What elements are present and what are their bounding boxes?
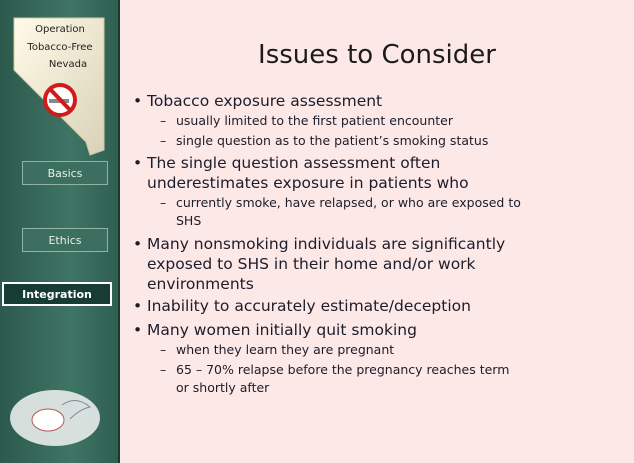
sidebar-art — [10, 17, 105, 446]
sub-bullet-text: usually limited to the first patient enc… — [176, 113, 454, 128]
bullet-marker: • — [133, 235, 143, 253]
sub-marker: – — [160, 133, 167, 148]
bullet-marker: • — [133, 297, 143, 315]
bullet-marker: • — [133, 321, 143, 339]
bullet-marker: • — [133, 92, 143, 110]
bullet-marker: • — [133, 154, 143, 172]
slide-title: Issues to Consider — [258, 40, 496, 70]
logo-text: Operation — [35, 24, 85, 35]
baby — [31, 408, 65, 432]
sub-marker: – — [160, 113, 167, 128]
sub-bullet-text: when they learn they are pregnant — [176, 342, 395, 357]
sub-bullet-text: single question as to the patient’s smok… — [176, 133, 489, 148]
nav-button[interactable]: Basics — [22, 161, 108, 185]
slash — [48, 87, 73, 113]
logo-text: Nevada — [48, 59, 88, 70]
bullet-text: exposed to SHS in their home and/or work — [147, 255, 476, 273]
bullet-text: environments — [147, 275, 254, 293]
bullet-text: Many women initially quit smoking — [147, 321, 417, 339]
sub-bullet-text: 65 – 70% relapse before the pregnancy re… — [176, 362, 510, 377]
bullet-text: Tobacco exposure assessment — [147, 92, 383, 110]
bullet-text: underestimates exposure in patients who — [147, 174, 469, 192]
nav-button[interactable]: Ethics — [22, 228, 108, 252]
sub-marker: – — [160, 342, 167, 357]
sub-marker: – — [160, 362, 167, 377]
sub-bullet-text: SHS — [176, 213, 202, 228]
bullet-text: Many nonsmoking individuals are signific… — [147, 235, 506, 253]
sub-bullet-text: currently smoke, have relapsed, or who a… — [176, 195, 521, 210]
sub-bullet-text: or shortly after — [176, 380, 270, 395]
sidebar: Operation Tobacco-Free Nevada Basics Eth… — [0, 0, 120, 463]
logo-text: Tobacco-Free — [27, 42, 93, 53]
nav-button-active[interactable]: Integration — [2, 282, 112, 306]
bullet-text: The single question assessment often — [147, 154, 441, 172]
bullet-text: Inability to accurately estimate/decepti… — [147, 297, 471, 315]
stork — [61, 400, 92, 420]
sub-marker: – — [160, 195, 167, 210]
